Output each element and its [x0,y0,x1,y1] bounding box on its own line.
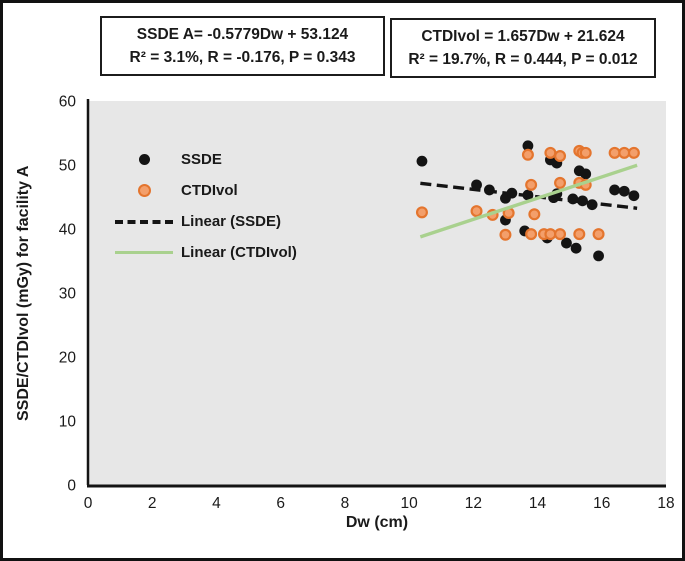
ctdivol-point [544,146,557,159]
legend-label-ctdivol: CTDIvol [181,182,238,199]
ssde-point [471,179,482,191]
legend-label-linear-ssde: Linear (SSDE) [181,213,282,230]
ssde-stats-line: R² = 3.1%, R = -0.176, P = 0.343 [129,49,356,67]
x-tick-label: 10 [400,495,418,512]
ctdivol-point [544,228,557,241]
ctdivol-marker-icon [115,184,173,197]
y-tick-label: 0 [67,478,76,495]
y-tick-label: 50 [59,158,77,175]
y-tick-label: 30 [59,286,77,303]
ctdivol-point [470,205,483,218]
ctdivol-point [521,148,534,161]
ctdivol-stats-line: R² = 19.7%, R = 0.444, P = 0.012 [408,51,638,69]
legend-label-linear-ctdivol: Linear (CTDIvol) [181,244,297,261]
ssde-marker-icon [115,154,173,165]
legend-item-ssde: SSDE [115,144,297,175]
ssde-point [593,250,604,262]
ssde-point [561,237,572,249]
ctdivol-point [618,146,631,159]
ctdivol-point [554,228,567,241]
x-tick-label: 14 [529,495,547,512]
y-tick-label: 60 [59,94,77,111]
x-tick-label: 0 [84,495,93,512]
x-tick-label: 4 [212,495,221,512]
ctdivol-point [573,228,586,241]
legend-item-ctdivol: CTDIvol [115,175,297,206]
x-tick-label: 8 [341,495,350,512]
ctdivol-point [499,228,512,241]
ctdivol-point [608,146,621,159]
scatter-chart: 0 10 20 30 40 50 60 0 2 4 6 8 10 12 14 16 18 [59,94,675,513]
chart-legend: SSDE CTDIvol Linear (SSDE) Linear (CTDIv… [115,144,297,268]
legend-label-ssde: SSDE [181,151,222,168]
y-tick-label: 20 [59,350,77,367]
x-tick-label: 2 [148,495,157,512]
ssde-point [522,140,534,152]
ssde-point [570,242,582,254]
y-axis-title: SSDE/CTDIvol (mGy) for facility A [15,165,32,421]
ctdivol-point [415,206,428,219]
ssde-point [416,155,428,167]
ctdivol-point [554,176,567,189]
ctdivol-point [627,146,640,159]
x-tick-label: 12 [465,495,482,512]
plot-area [88,101,666,485]
ssde-equation-box: SSDE A= -0.5779Dw + 53.124 R² = 3.1%, R … [100,16,385,76]
x-axis-title: Dw (cm) [345,514,409,531]
legend-item-linear-ctdivol: Linear (CTDIvol) [115,237,297,268]
linear-ssde-marker-icon [115,219,173,224]
ctdivol-point [525,228,538,241]
ssde-point [580,168,592,180]
ctdivol-point [579,146,592,159]
x-tick-label: 18 [657,495,674,512]
ctdivol-point [592,228,605,241]
ssde-point [618,185,630,197]
linear-ctdivol--trendline [419,163,638,239]
ctdivol-equation-line: CTDIvol = 1.657Dw + 21.624 [421,28,625,45]
x-tick-label: 6 [276,495,285,512]
y-tick-label: 10 [59,414,77,431]
ssde-point [628,190,640,202]
ctdivol-point [525,178,538,191]
linear-ctdivol-marker-icon [115,250,173,255]
ctdivol-point [528,208,541,221]
ssde-point [609,184,621,196]
ctdivol-equation-box: CTDIvol = 1.657Dw + 21.624 R² = 19.7%, R… [390,18,656,78]
ssde-equation-line: SSDE A= -0.5779Dw + 53.124 [136,26,349,43]
y-tick-label: 40 [59,222,77,239]
x-tick-label: 16 [593,495,610,512]
ctdivol-point [554,150,567,163]
legend-item-linear-ssde: Linear (SSDE) [115,206,297,237]
linear-ssde--trendline [420,181,638,210]
